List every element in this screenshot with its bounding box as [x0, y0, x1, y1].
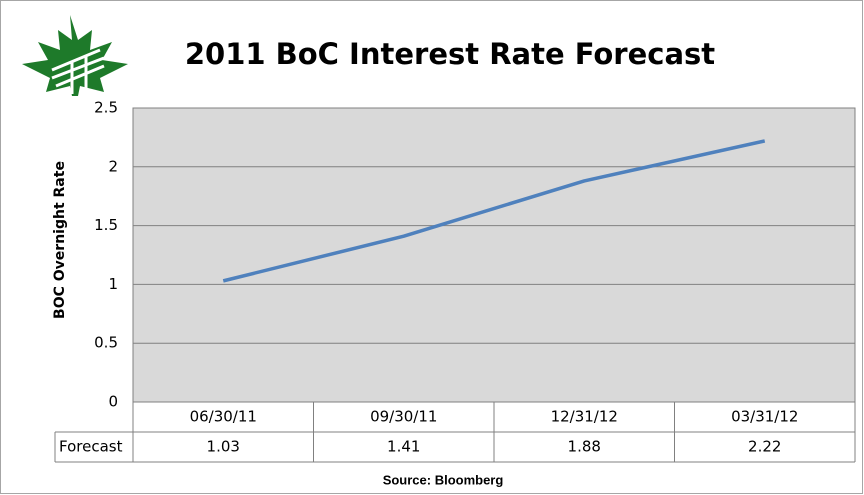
legend-label: Forecast [59, 438, 123, 456]
table-value: 1.88 [568, 438, 601, 456]
y-tick-label: 2.5 [94, 99, 118, 117]
y-tick-label: 1.5 [94, 216, 118, 234]
series-line [222, 139, 766, 283]
y-tick-label: 0.5 [94, 334, 118, 352]
y-axis-label: BOC Overnight Rate [52, 161, 68, 319]
x-tick-label: 12/31/12 [551, 408, 618, 426]
x-tick-label: 03/31/12 [731, 408, 798, 426]
y-tick-label: 2 [108, 157, 118, 175]
table-value: 2.22 [748, 438, 781, 456]
source-note: Source: Bloomberg [383, 472, 504, 487]
y-tick-label: 0 [108, 393, 118, 411]
x-tick-label: 09/30/11 [370, 408, 437, 426]
plot-area [132, 107, 856, 403]
logo [22, 15, 128, 96]
table-value: 1.41 [387, 438, 420, 456]
y-tick-label: 1 [108, 275, 118, 293]
table-value: 1.03 [207, 438, 240, 456]
chart-title: 2011 BoC Interest Rate Forecast [185, 37, 715, 71]
x-tick-label: 06/30/11 [190, 408, 257, 426]
